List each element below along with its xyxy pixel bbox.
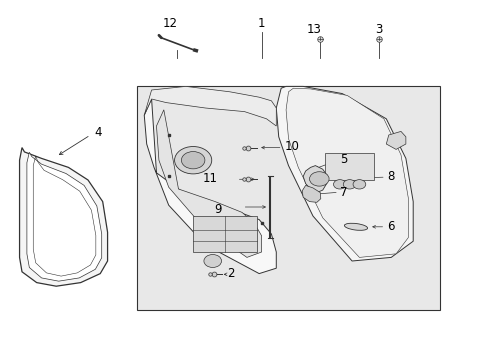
Text: 11: 11 [202,172,217,185]
Text: 3: 3 [374,23,382,36]
Circle shape [181,152,204,169]
Circle shape [333,180,346,189]
Circle shape [309,172,328,186]
Text: 2: 2 [227,267,234,280]
Text: 10: 10 [284,140,299,153]
Polygon shape [302,185,320,202]
Text: 4: 4 [94,126,102,139]
Polygon shape [285,88,407,257]
Polygon shape [156,110,261,257]
Polygon shape [386,131,405,149]
Text: 12: 12 [163,17,177,30]
Bar [193,216,256,252]
Text: 1: 1 [257,17,265,30]
Polygon shape [144,86,276,126]
Bar [137,86,439,310]
Text: 6: 6 [386,220,394,233]
Circle shape [352,180,365,189]
Bar [325,153,373,180]
Circle shape [174,147,211,174]
Text: 13: 13 [306,23,321,36]
Text: 7: 7 [340,186,347,199]
Text: 5: 5 [340,153,347,166]
Polygon shape [144,99,276,274]
Polygon shape [276,86,412,261]
Polygon shape [303,166,327,193]
Polygon shape [20,148,107,286]
Text: 8: 8 [386,170,394,183]
Circle shape [203,255,221,267]
Polygon shape [27,152,102,281]
Text: 9: 9 [214,203,221,216]
Ellipse shape [344,223,367,230]
Circle shape [343,180,355,189]
